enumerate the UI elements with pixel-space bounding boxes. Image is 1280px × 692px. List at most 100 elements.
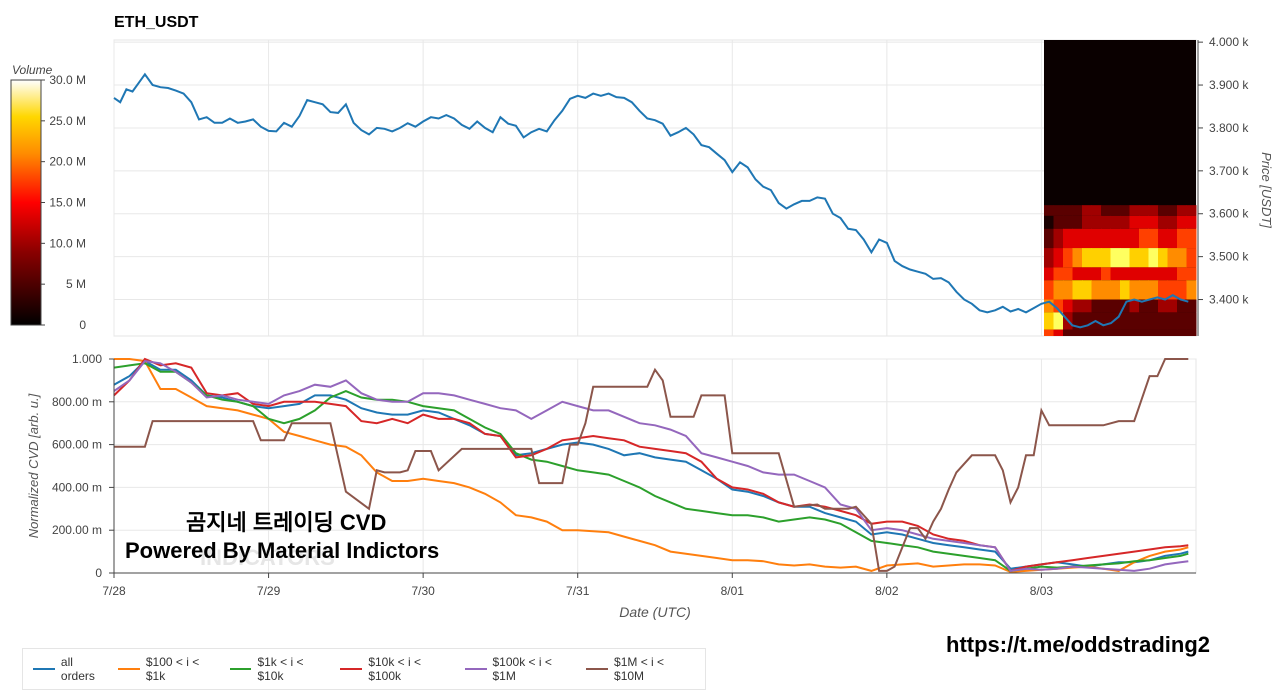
heatmap-cell <box>1148 248 1159 268</box>
cvd-x-tick-label: 7/28 <box>102 584 126 598</box>
heatmap-cell <box>1110 228 1121 249</box>
volume-heatmap <box>1044 40 1197 336</box>
price-plot-area <box>113 39 1197 337</box>
chart-title: ETH_USDT <box>114 14 199 31</box>
legend-swatch <box>464 668 487 670</box>
heatmap-cell <box>1082 248 1092 268</box>
legend-label: $1M < i < $10M <box>614 655 665 683</box>
heatmap-cell <box>1129 205 1140 216</box>
heatmap-cell <box>1072 329 1083 336</box>
heatmap-cell <box>1072 267 1083 281</box>
legend-label: $100k < i < $1M <box>492 655 552 683</box>
cvd-x-axis-title: Date (UTC) <box>619 604 691 620</box>
heatmap-cell <box>1148 267 1159 281</box>
heatmap-cell <box>1148 312 1159 330</box>
heatmap-cell <box>1053 329 1064 336</box>
heatmap-cell <box>1072 312 1083 330</box>
heatmap-cell <box>1120 312 1130 330</box>
legend-item[interactable]: $1M < i < $10M <box>586 655 697 683</box>
legend-item[interactable]: $100 < i < $1k <box>117 655 222 683</box>
watermark-korean: 곰지네 트레이딩 CVD <box>186 510 387 535</box>
heatmap-cell <box>1063 205 1073 216</box>
heatmap-cell <box>1177 312 1187 330</box>
heatmap-cell <box>1082 228 1092 249</box>
legend: all orders $100 < i < $1k $1k < i < $10k $1… <box>22 648 706 690</box>
heatmap-cell <box>1148 299 1159 313</box>
price-lines <box>113 72 1189 329</box>
heatmap-cell <box>1177 215 1187 229</box>
heatmap-cell <box>1139 215 1149 229</box>
legend-item[interactable]: $1k < i < $10k <box>229 655 333 683</box>
telegram-link[interactable]: https://t.me/oddstrading2 <box>946 632 1210 657</box>
heatmap-cell <box>1053 228 1064 249</box>
legend-item[interactable]: $100k < i < $1M <box>464 655 579 683</box>
heatmap-cell <box>1167 299 1178 313</box>
price-tick-label: 3.600 k <box>1209 207 1249 221</box>
heatmap-cell <box>1110 329 1121 336</box>
heatmap-cell <box>1063 248 1073 268</box>
heatmap-cell <box>1167 215 1178 229</box>
heatmap-cell <box>1101 215 1111 229</box>
colorbar-tick-label: 5 M <box>66 277 86 291</box>
heatmap-cell <box>1158 205 1168 216</box>
price-grid <box>113 39 1197 337</box>
heatmap-cell <box>1072 215 1083 229</box>
heatmap-cell <box>1148 228 1159 249</box>
heatmap-cell <box>1053 205 1064 216</box>
heatmap-cell <box>1158 215 1168 229</box>
watermark-powered-by: Powered By Material Indictors <box>125 538 440 563</box>
heatmap-cell <box>1101 312 1111 330</box>
heatmap-cell <box>1139 228 1149 249</box>
cvd-y-tick-label: 0 <box>95 566 102 580</box>
heatmap-cell <box>1101 205 1111 216</box>
cvd-y-tick-label: 800.00 m <box>52 395 102 409</box>
legend-swatch <box>33 668 55 670</box>
legend-item[interactable]: $10k < i < $100k <box>340 655 456 683</box>
heatmap-cell <box>1063 280 1073 300</box>
heatmap-cell <box>1139 280 1149 300</box>
heatmap-cell <box>1158 312 1168 330</box>
heatmap-cell <box>1101 248 1111 268</box>
heatmap-cell <box>1186 299 1197 313</box>
heatmap-cell <box>1072 248 1083 268</box>
legend-label: $100 < i < $1k <box>145 655 200 683</box>
heatmap-cell <box>1158 228 1168 249</box>
legend-item[interactable]: all orders <box>33 655 110 683</box>
heatmap-cell <box>1101 228 1111 249</box>
heatmap-cell <box>1091 215 1102 229</box>
cvd-series-line <box>113 359 1189 570</box>
heatmap-cell <box>1158 248 1168 268</box>
price-tick-label: 3.700 k <box>1209 164 1249 178</box>
heatmap-cell <box>1120 228 1130 249</box>
legend-swatch <box>229 668 252 670</box>
volume-colorbar: Volume 0 5 M 10.0 M 15.0 M 20.0 M 25.0 M 30.0 M <box>10 63 86 332</box>
svg-text:INDICATORS: INDICATORS <box>200 545 335 570</box>
heatmap-cell <box>1044 280 1054 300</box>
heatmap-cell <box>1186 228 1197 249</box>
heatmap-cell <box>1082 205 1092 216</box>
heatmap-cell <box>1120 205 1130 216</box>
heatmap-cell <box>1044 299 1054 313</box>
heatmap-cell <box>1101 299 1111 313</box>
heatmap-cell <box>1091 205 1102 216</box>
heatmap-cell <box>1053 299 1064 313</box>
heatmap-cell <box>1120 280 1130 300</box>
heatmap-cell <box>1186 312 1197 330</box>
legend-swatch <box>340 668 363 670</box>
heatmap-cell <box>1139 248 1149 268</box>
colorbar-gradient <box>10 79 42 326</box>
heatmap-cell <box>1167 280 1178 300</box>
heatmap-cell <box>1139 205 1149 216</box>
heatmap-cell <box>1129 299 1140 313</box>
heatmap-cell <box>1177 280 1187 300</box>
heatmap-cell <box>1120 215 1130 229</box>
cvd-x-tick-label: 8/02 <box>875 584 899 598</box>
heatmap-cell <box>1044 267 1054 281</box>
colorbar-tick-label: 0 <box>79 318 86 332</box>
heatmap-cell <box>1148 280 1159 300</box>
heatmap-cell <box>1082 215 1092 229</box>
heatmap-cell <box>1082 329 1092 336</box>
heatmap-cell <box>1110 280 1121 300</box>
